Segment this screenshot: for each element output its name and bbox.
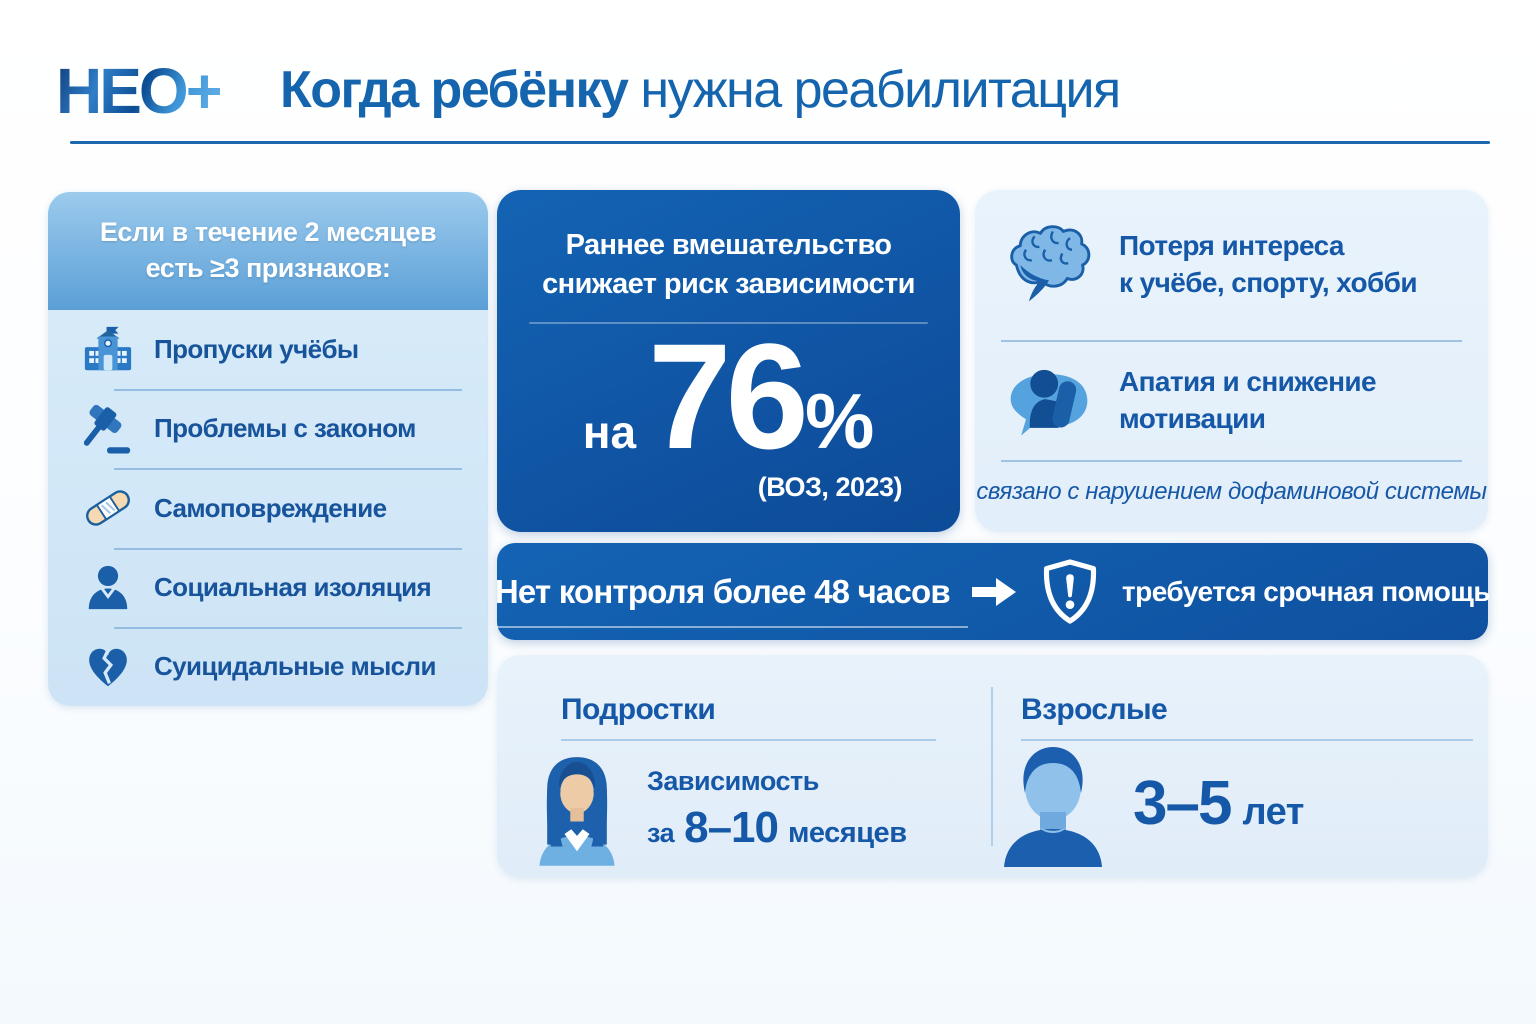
- symptom-line1: Апатия и снижение: [1119, 366, 1377, 398]
- stat-heading-line2: снижает риск зависимости: [542, 268, 915, 301]
- shield-exclamation-icon: [1043, 558, 1096, 624]
- sign-label: Суицидальные мысли: [154, 650, 436, 681]
- signs-panel-heading: Если в течение 2 месяцев есть ≥3 признак…: [48, 192, 488, 310]
- stat-heading: Раннее вмешательство снижает риск зависи…: [497, 226, 960, 304]
- adults-column: Взрослые 3–5 лет: [991, 655, 1488, 878]
- symptom-line2: мотивации: [1119, 403, 1266, 434]
- header-divider: [70, 141, 1490, 144]
- teens-suffix: месяцев: [787, 816, 907, 849]
- stat-number: на 76 %: [497, 318, 960, 476]
- adults-value: 3–5: [1133, 768, 1232, 838]
- stat-source: (ВОЗ, 2023): [757, 472, 903, 502]
- adults-title: Взрослые: [1021, 693, 1168, 726]
- apathy-icon: [1010, 369, 1088, 436]
- teens-column: Подростки Зависимость за 8: [497, 655, 991, 878]
- list-item: Проблемы с законом: [48, 389, 488, 468]
- sign-label: Пропуски учёбы: [154, 334, 359, 365]
- person-icon: [88, 566, 128, 610]
- teens-value: 8–10: [684, 802, 779, 852]
- list-item: Самоповреждение: [48, 468, 488, 547]
- teens-prefix: за: [647, 817, 675, 848]
- signs-heading-line1: Если в течение 2 месяцев: [99, 217, 437, 248]
- list-item: Апатия и снижение мотивации: [975, 342, 1488, 460]
- sign-label: Социальная изоляция: [154, 571, 432, 602]
- signs-panel: Если в течение 2 месяцев есть ≥3 признак…: [48, 192, 488, 706]
- alert-condition: Нет контроля более 48 часов: [494, 572, 969, 628]
- teen-girl-avatar: [539, 757, 615, 866]
- symptom-line2: к учёбе, спорту, хобби: [1119, 267, 1418, 298]
- bandage-icon: [86, 490, 130, 526]
- teens-line1: Зависимость: [647, 765, 819, 796]
- stat-unit: %: [804, 377, 875, 466]
- urgent-help-alert-bar: Нет контроля более 48 часов требуется ср…: [494, 543, 1491, 640]
- symptoms-divider: [1001, 460, 1462, 462]
- signs-heading-line2: есть ≥3 признаков:: [145, 253, 391, 283]
- symptom-line1: Потеря интереса: [1119, 230, 1344, 262]
- symptom-label: Потеря интереса к учёбе, спорту, хобби: [1119, 228, 1418, 302]
- adults-suffix: лет: [1242, 790, 1304, 833]
- stat-value: 76: [648, 312, 809, 481]
- page-title-primary: Когда ребёнку: [280, 61, 629, 119]
- teens-title: Подростки: [561, 693, 716, 726]
- teens-text: Зависимость за 8–10 месяцев: [647, 766, 907, 853]
- signs-list: Пропуски учёбы Проблемы с законом: [48, 310, 488, 706]
- teens-content: Зависимость за 8–10 месяцев: [527, 751, 907, 867]
- list-item: Социальная изоляция: [48, 547, 488, 627]
- teens-line2: за 8–10 месяцев: [647, 803, 907, 853]
- symptoms-divider: [1001, 340, 1462, 342]
- page-title: Когда ребёнку нужна реабилитация: [280, 60, 1121, 120]
- list-item: Потеря интереса к учёбе, спорту, хобби: [975, 190, 1488, 340]
- teens-underline: [561, 739, 936, 741]
- adults-underline: [1021, 739, 1473, 741]
- sign-label: Проблемы с законом: [154, 413, 416, 444]
- symptoms-panel: Потеря интереса к учёбе, спорту, хобби А…: [975, 190, 1488, 532]
- symptoms-footnote: связано с нарушением дофаминовой системы: [976, 478, 1487, 505]
- symptom-label: Апатия и снижение мотивации: [1119, 364, 1377, 438]
- list-item: Пропуски учёбы: [48, 310, 488, 389]
- rehab-duration-panel: Подростки Зависимость за 8: [497, 655, 1488, 878]
- stat-prefix: на: [582, 406, 637, 459]
- early-intervention-stat-panel: Раннее вмешательство снижает риск зависи…: [497, 190, 960, 532]
- adults-text: 3–5 лет: [1133, 768, 1304, 839]
- sign-label: Самоповреждение: [154, 492, 387, 523]
- gavel-icon: [83, 404, 131, 454]
- list-item: Суицидальные мысли: [48, 626, 488, 706]
- alert-action: требуется срочная помощь: [1121, 575, 1491, 607]
- adult-man-avatar: [1004, 747, 1102, 867]
- stat-divider: [529, 322, 928, 325]
- arrow-right-icon: [971, 577, 1016, 606]
- school-icon: [84, 326, 132, 370]
- page-title-secondary: нужна реабилитация: [640, 61, 1121, 119]
- broken-heart-icon: [89, 649, 127, 687]
- brain-icon: [1010, 225, 1091, 302]
- neo-plus-logo: НЕО+: [56, 55, 223, 127]
- stat-heading-line1: Раннее вмешательство: [565, 229, 892, 261]
- adults-content: 3–5 лет: [991, 739, 1304, 867]
